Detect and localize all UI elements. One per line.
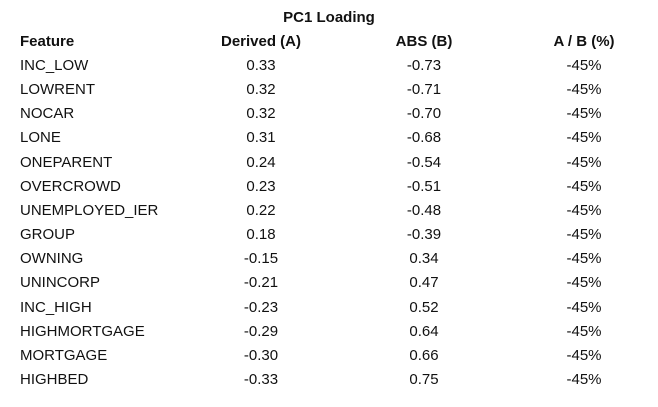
cell-abs: 0.64	[409, 322, 439, 340]
cell-abs: -0.71	[406, 81, 442, 99]
cell-feature: LONE	[20, 129, 61, 147]
cell-feature: INC_LOW	[20, 57, 89, 74]
cell-abs: -0.54	[406, 153, 442, 171]
table-row: ONEPARENT 0.24 -0.54 -45%	[0, 151, 658, 175]
cell-derived: -0.33	[243, 370, 279, 388]
cell-abs: 0.34	[409, 250, 439, 268]
cell-abs: 0.75	[409, 370, 439, 388]
cell-abs: -0.39	[406, 226, 442, 243]
cell-feature: GROUP	[20, 226, 76, 243]
header-abs: ABS (B)	[395, 33, 453, 50]
cell-ratio: -45%	[566, 226, 602, 243]
cell-feature: LOWRENT	[20, 81, 95, 99]
cell-ratio: -45%	[566, 298, 602, 316]
cell-feature: OVERCROWD	[20, 177, 121, 195]
cell-derived: 0.32	[246, 105, 276, 123]
cell-derived: -0.21	[243, 274, 279, 292]
cell-ratio: -45%	[566, 274, 602, 292]
cell-derived: 0.22	[246, 201, 276, 219]
cell-derived: 0.18	[246, 226, 276, 243]
cell-abs: 0.47	[409, 274, 439, 292]
cell-derived: 0.24	[246, 153, 276, 171]
cell-ratio: -45%	[566, 177, 602, 195]
cell-ratio: -45%	[566, 346, 602, 364]
cell-ratio: -45%	[566, 370, 602, 388]
cell-feature: ONEPARENT	[20, 153, 113, 171]
table-row: OVERCROWD 0.23 -0.51 -45%	[0, 175, 658, 199]
cell-ratio: -45%	[566, 153, 602, 171]
table-row: MORTGAGE -0.30 0.66 -45%	[0, 344, 658, 368]
cell-derived: -0.23	[243, 298, 279, 316]
table-row: HIGHMORTGAGE -0.29 0.64 -45%	[0, 320, 658, 344]
cell-abs: 0.66	[409, 346, 439, 364]
header-feature: Feature	[20, 33, 75, 50]
table-row: LONE 0.31 -0.68 -45%	[0, 126, 658, 150]
cell-ratio: -45%	[566, 81, 602, 99]
cell-abs: -0.48	[406, 201, 442, 219]
table-row: UNEMPLOYED_IER 0.22 -0.48 -45%	[0, 199, 658, 223]
table-row: OWNING -0.15 0.34 -45%	[0, 247, 658, 271]
cell-feature: UNEMPLOYED_IER	[20, 201, 159, 219]
cell-ratio: -45%	[566, 250, 602, 268]
cell-abs: 0.52	[409, 298, 439, 316]
table-row: INC_LOW 0.33 -0.73 -45%	[0, 54, 658, 78]
cell-derived: 0.31	[246, 129, 276, 147]
table-title: PC1 Loading	[283, 9, 375, 26]
table-header-row: Feature Derived (A) ABS (B) A / B (%)	[0, 30, 658, 54]
cell-feature: HIGHBED	[20, 370, 89, 388]
cell-feature: OWNING	[20, 250, 84, 268]
cell-abs: -0.68	[406, 129, 442, 147]
cell-abs: -0.73	[406, 57, 442, 74]
table-row: NOCAR 0.32 -0.70 -45%	[0, 102, 658, 126]
cell-feature: MORTGAGE	[20, 346, 108, 364]
header-ratio: A / B (%)	[553, 33, 615, 50]
cell-derived: 0.32	[246, 81, 276, 99]
cell-ratio: -45%	[566, 322, 602, 340]
table-row: UNINCORP -0.21 0.47 -45%	[0, 271, 658, 295]
table-row: GROUP 0.18 -0.39 -45%	[0, 223, 658, 247]
cell-feature: INC_HIGH	[20, 298, 92, 316]
cell-feature: HIGHMORTGAGE	[20, 322, 145, 340]
cell-abs: -0.51	[406, 177, 442, 195]
cell-ratio: -45%	[566, 129, 602, 147]
cell-derived: 0.23	[246, 177, 276, 195]
cell-ratio: -45%	[566, 105, 602, 123]
cell-feature: UNINCORP	[20, 274, 101, 292]
table-row: LOWRENT 0.32 -0.71 -45%	[0, 78, 658, 102]
cell-derived: -0.15	[243, 250, 279, 268]
cell-derived: -0.29	[243, 322, 279, 340]
header-derived: Derived (A)	[220, 33, 302, 50]
cell-derived: 0.33	[246, 57, 276, 74]
cell-ratio: -45%	[566, 201, 602, 219]
table-row: HIGHBED -0.33 0.75 -45%	[0, 368, 658, 392]
cell-feature: NOCAR	[20, 105, 75, 123]
cell-ratio: -45%	[566, 57, 602, 74]
cell-derived: -0.30	[243, 346, 279, 364]
table-row: INC_HIGH -0.23 0.52 -45%	[0, 296, 658, 320]
cell-abs: -0.70	[406, 105, 442, 123]
